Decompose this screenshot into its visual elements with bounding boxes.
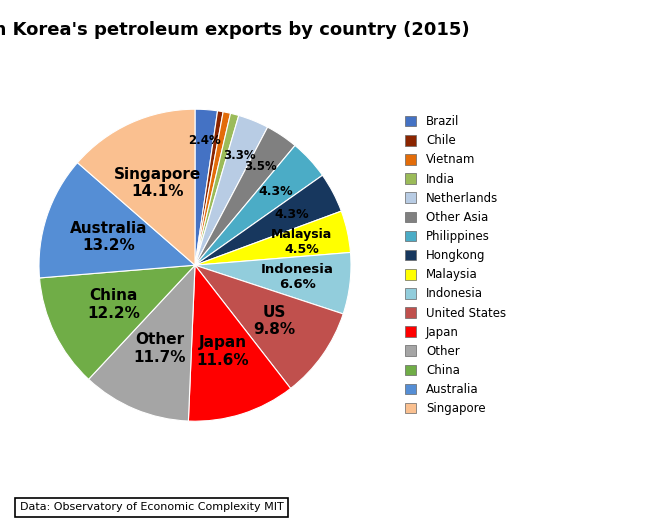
- Text: China
12.2%: China 12.2%: [87, 289, 140, 321]
- Text: US
9.8%: US 9.8%: [253, 305, 295, 337]
- Wedge shape: [88, 265, 195, 421]
- Text: Data: Observatory of Economic Complexity MIT: Data: Observatory of Economic Complexity…: [20, 502, 283, 512]
- Wedge shape: [195, 113, 239, 265]
- Text: 4.3%: 4.3%: [258, 185, 292, 198]
- Text: 4.3%: 4.3%: [274, 208, 309, 221]
- Wedge shape: [39, 163, 195, 278]
- Wedge shape: [77, 109, 195, 265]
- Wedge shape: [195, 109, 218, 265]
- Wedge shape: [195, 127, 295, 265]
- Text: 3.5%: 3.5%: [244, 160, 278, 173]
- Wedge shape: [195, 211, 350, 265]
- Text: Singapore
14.1%: Singapore 14.1%: [114, 166, 201, 199]
- Wedge shape: [195, 115, 268, 265]
- Wedge shape: [195, 111, 223, 265]
- Wedge shape: [195, 265, 343, 388]
- Text: Australia
13.2%: Australia 13.2%: [70, 220, 148, 253]
- Text: Japan
11.6%: Japan 11.6%: [196, 335, 249, 368]
- Wedge shape: [195, 253, 351, 314]
- Text: South Korea's petroleum exports by country (2015): South Korea's petroleum exports by count…: [0, 21, 469, 39]
- Text: 2.4%: 2.4%: [188, 134, 220, 147]
- Text: Other
11.7%: Other 11.7%: [134, 332, 187, 365]
- Legend: Brazil, Chile, Vietnam, India, Netherlands, Other Asia, Philippines, Hongkong, M: Brazil, Chile, Vietnam, India, Netherlan…: [401, 112, 510, 419]
- Wedge shape: [40, 265, 195, 379]
- Wedge shape: [195, 112, 231, 265]
- Text: Malaysia
4.5%: Malaysia 4.5%: [271, 228, 332, 256]
- Text: Indonesia
6.6%: Indonesia 6.6%: [261, 263, 333, 291]
- Wedge shape: [188, 265, 291, 421]
- Text: 3.3%: 3.3%: [223, 149, 255, 162]
- Wedge shape: [195, 146, 322, 265]
- Wedge shape: [195, 175, 341, 265]
